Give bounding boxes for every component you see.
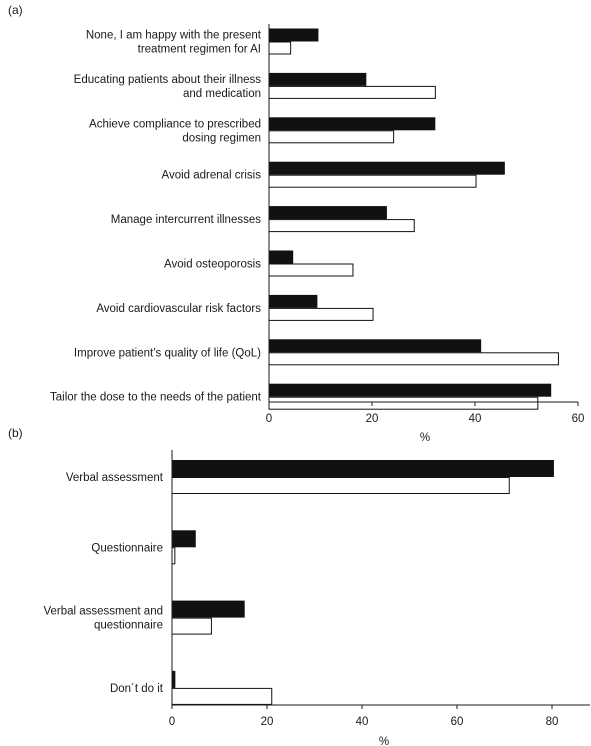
category-label-a-1-line2: treatment regimen for AI: [138, 44, 261, 56]
x-axis-label-b: %: [379, 736, 389, 746]
bar-a-series1-cat1: [268, 28, 319, 42]
x-tick-label-b-60: 60: [451, 716, 464, 728]
bar-a-series1-cat9: [268, 383, 552, 397]
category-label-a-1-line1: None, I am happy with the present: [86, 30, 262, 42]
x-tick-label-a-20: 20: [366, 413, 379, 425]
bar-a-series1-cat5: [268, 206, 387, 220]
panel-label-a: (a): [8, 3, 23, 17]
bar-a-series1-cat8: [268, 339, 482, 353]
bar-a-series2-cat9: [268, 396, 539, 410]
bar-a-series2-cat1: [268, 41, 292, 55]
bar-a-series2-cat6: [268, 263, 354, 277]
category-label-b-1: Verbal assessment: [66, 472, 164, 484]
x-tick-label-b-80: 80: [546, 716, 559, 728]
category-label-a-2-line2: and medication: [183, 88, 261, 100]
category-label-a-3-line2: dosing regimen: [182, 132, 261, 144]
category-label-b-4: Don´t do it: [110, 683, 164, 695]
bar-a-series1-cat6: [268, 250, 294, 264]
bar-b-series1-cat2: [171, 530, 196, 548]
bar-a-series1-cat2: [268, 72, 367, 86]
x-axis-label-a: %: [420, 432, 430, 444]
category-label-a-7: Avoid cardiovascular risk factors: [96, 303, 261, 315]
bar-a-series2-cat2: [268, 85, 436, 99]
x-tick-label-a-60: 60: [572, 413, 585, 425]
bar-a-series2-cat5: [268, 219, 415, 233]
bar-a-series2-cat7: [268, 307, 374, 321]
bar-a-series2-cat4: [268, 174, 477, 188]
x-tick-label-b-20: 20: [261, 716, 274, 728]
bar-a-series2-cat8: [268, 352, 559, 366]
category-label-b-2: Questionnaire: [91, 542, 163, 554]
category-label-a-8: Improve patient’s quality of life (QoL): [74, 347, 261, 359]
bar-a-series2-cat3: [268, 130, 395, 144]
bar-a-series1-cat4: [268, 161, 505, 175]
category-label-a-5: Manage intercurrent illnesses: [111, 214, 261, 226]
category-label-b-3-line1: Verbal assessment and: [43, 606, 163, 618]
x-tick-label-b-0: 0: [169, 716, 175, 728]
category-label-a-9: Tailor the dose to the needs of the pati…: [50, 392, 262, 404]
category-label-a-6: Avoid osteoporosis: [164, 259, 261, 271]
bar-b-series2-cat3: [171, 617, 212, 635]
bar-b-series2-cat1: [171, 477, 510, 494]
x-tick-label-a-40: 40: [469, 413, 482, 425]
panel-b-chart: (b) Verbal assessment Questionnaire Verbal …: [8, 426, 590, 746]
bar-b-series1-cat1: [171, 460, 554, 477]
category-label-a-2-line1: Educating patients about their illness: [74, 74, 262, 86]
bar-a-series1-cat3: [268, 117, 436, 131]
category-label-a-4: Avoid adrenal crisis: [161, 170, 261, 182]
bar-a-series1-cat7: [268, 294, 318, 308]
category-label-b-3-line2: questionnaire: [94, 620, 163, 632]
x-tick-label-b-40: 40: [356, 716, 369, 728]
panel-a-chart: (a) None, I am happy with the present trea…: [8, 3, 584, 444]
bar-b-series2-cat4: [171, 687, 273, 705]
panel-label-b: (b): [8, 426, 23, 440]
category-label-a-3-line1: Achieve compliance to prescribed: [89, 118, 261, 130]
x-tick-label-a-0: 0: [266, 413, 272, 425]
bar-b-series1-cat3: [171, 600, 245, 618]
